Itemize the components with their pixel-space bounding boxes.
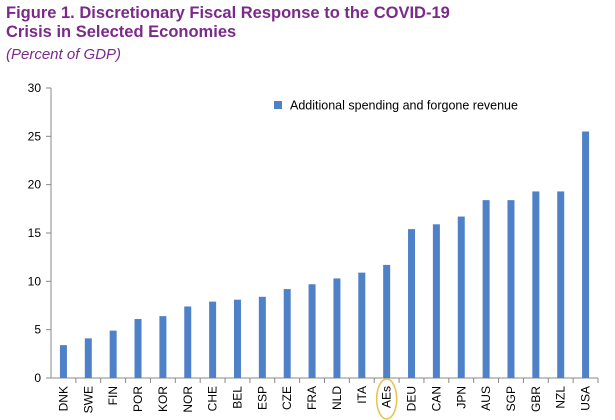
y-tick-label: 5 [34, 323, 41, 337]
x-tick-label: NOR [181, 386, 195, 413]
legend-label: Additional spending and forgone revenue [290, 99, 518, 113]
x-tick-label: ESP [255, 386, 269, 410]
x-tick-label: KOR [156, 386, 170, 412]
x-tick-label: SGP [504, 386, 518, 411]
bar-jpn [457, 216, 465, 378]
bar-sgp [507, 200, 515, 378]
bar-por [134, 319, 142, 378]
x-tick-label: GBR [529, 386, 543, 412]
x-tick-label: CHE [206, 386, 220, 411]
bar-nld [333, 278, 341, 378]
bar-bel [233, 299, 241, 378]
x-tick-label: JPN [454, 386, 468, 409]
chart-legend: Additional spending and forgone revenue [274, 99, 518, 113]
bar-series [59, 131, 590, 378]
bar-usa [582, 131, 590, 378]
bar-aus [482, 200, 490, 378]
x-tick-label: SWE [81, 386, 95, 413]
x-tick-label: ITA [355, 386, 369, 404]
bar-swe [84, 338, 92, 378]
bar-esp [258, 296, 266, 378]
chart-axes: 0 5 10 15 20 25 30 [28, 81, 598, 385]
bar-kor [159, 316, 167, 378]
bar-ita [358, 272, 366, 378]
y-tick-label: 20 [28, 178, 42, 192]
bar-fra [308, 284, 316, 378]
y-tick-label: 0 [34, 371, 41, 385]
x-tick-label: BEL [230, 386, 244, 409]
x-tick-label: CZE [280, 386, 294, 410]
bar-nzl [557, 191, 565, 378]
bar-nor [184, 306, 192, 378]
x-tick-label: AEs [380, 386, 394, 408]
legend-swatch [274, 101, 282, 109]
chart-title: Figure 1. Discretionary Fiscal Response … [6, 4, 450, 42]
bar-che [209, 301, 217, 378]
x-tick-label: USA [579, 386, 593, 411]
x-tick-label: CAN [429, 386, 443, 411]
x-tick-label: DNK [56, 386, 70, 411]
bar-gbr [532, 191, 540, 378]
x-tick-label: NZL [554, 386, 568, 409]
y-tick-label: 30 [28, 81, 42, 95]
x-tick-labels: DNK SWE FIN POR KOR NOR CHE BEL ESP CZE FRA NLD ITA A… [56, 378, 599, 420]
x-tick-label: POR [131, 386, 145, 412]
x-tick-label: FRA [305, 386, 319, 410]
chart-title-line-2: Crisis in Selected Economies [6, 23, 237, 41]
bar-cze [283, 289, 291, 378]
bar-can [432, 224, 440, 378]
chart-subtitle: (Percent of GDP) [6, 46, 122, 63]
y-tick-label: 10 [28, 274, 42, 288]
highlight-circle [375, 378, 398, 420]
y-tick-label: 25 [28, 129, 42, 143]
x-tick-label: FIN [106, 386, 120, 405]
bar-aes [383, 264, 391, 378]
bar-fin [109, 330, 117, 378]
x-tick-label: AUS [479, 386, 493, 411]
x-tick-label: NLD [330, 386, 344, 410]
bar-dnk [59, 345, 67, 378]
y-tick-label: 15 [28, 226, 42, 240]
bar-deu [408, 229, 416, 378]
x-tick-label: DEU [405, 386, 419, 411]
chart-title-line-1: Figure 1. Discretionary Fiscal Response … [6, 4, 450, 22]
